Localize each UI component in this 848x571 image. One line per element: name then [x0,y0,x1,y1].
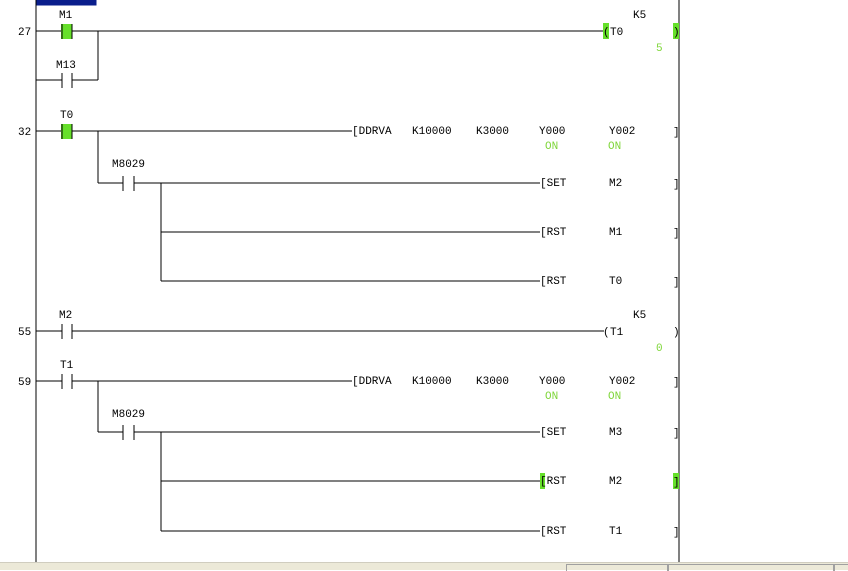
monitor-value: ON [608,391,621,403]
contact-M8029[interactable] [122,176,135,191]
out-op: [RST [540,227,567,239]
out-dev: T0 [609,276,622,288]
instr-arg: Y000 [539,376,565,388]
wires [36,30,604,532]
contact-label: M1 [59,10,73,22]
contact-M8029-2[interactable] [122,425,135,440]
out-op: [SET [540,427,567,439]
monitor-value: ON [545,391,558,403]
contact-label: M8029 [112,409,145,421]
instr-arg: K10000 [412,126,452,138]
contact-M13[interactable] [61,73,73,88]
out-close: ] [673,277,680,289]
coil-close: ) [673,327,680,339]
timer-current-value: 5 [656,43,663,55]
status-bar [0,562,848,571]
coil-open: ( [603,27,610,39]
contact-M1[interactable] [61,24,73,39]
instr-name: [DDRVA [352,376,392,388]
instr-name: [DDRVA [352,126,392,138]
contact-label: M13 [56,60,76,72]
status-cell [566,564,668,571]
instr-arg: K3000 [476,126,509,138]
instr-arg: K10000 [412,376,452,388]
out-dev: M3 [609,427,622,439]
out-op: [SET [540,178,567,190]
monitor-value: ON [608,141,621,153]
coil-on-marker [673,23,679,39]
coil-setting: K5 [633,10,646,22]
step-number: 27 [18,27,31,39]
step-number: 55 [18,327,31,339]
out-op: [RST [540,476,567,488]
out-dev: M1 [609,227,623,239]
contact-T1[interactable] [61,374,73,389]
contact-label: M8029 [112,159,145,171]
contact-label: T1 [60,360,74,372]
out-dev: M2 [609,476,622,488]
contact-label: M2 [59,310,72,322]
instr-arg: Y000 [539,126,565,138]
instr-close: ] [673,127,680,139]
out-close: ] [673,477,680,489]
timer-current-value: 0 [656,343,663,355]
out-op: [RST [540,276,567,288]
instr-arg: K3000 [476,376,509,388]
step-number: 32 [18,127,31,139]
coil-close: ) [673,27,680,39]
status-cell [834,564,848,571]
monitor-value: ON [545,141,558,153]
out-dev: M2 [609,178,622,190]
out-close: ] [673,228,680,240]
coil-device: T0 [610,27,623,39]
status-cell [668,564,834,571]
out-dev: T1 [609,526,623,538]
out-close: ] [673,527,680,539]
contact-label: T0 [60,110,73,122]
instr-arg: Y002 [609,376,635,388]
instr-arg: Y002 [609,126,635,138]
coil-setting: K5 [633,310,646,322]
out-close: ] [673,179,680,191]
out-op: [RST [540,526,567,538]
rst-on-marker [673,473,679,489]
out-close: ] [673,428,680,440]
instr-close: ] [673,377,680,389]
rst-on-marker [540,473,545,489]
coil-on-marker [603,23,609,39]
step-number: 59 [18,377,31,389]
coil-open: ( [603,327,610,339]
cursor-box [35,0,98,7]
coil-device: T1 [610,327,624,339]
contact-T0[interactable] [61,124,73,139]
contact-M2[interactable] [61,324,73,339]
